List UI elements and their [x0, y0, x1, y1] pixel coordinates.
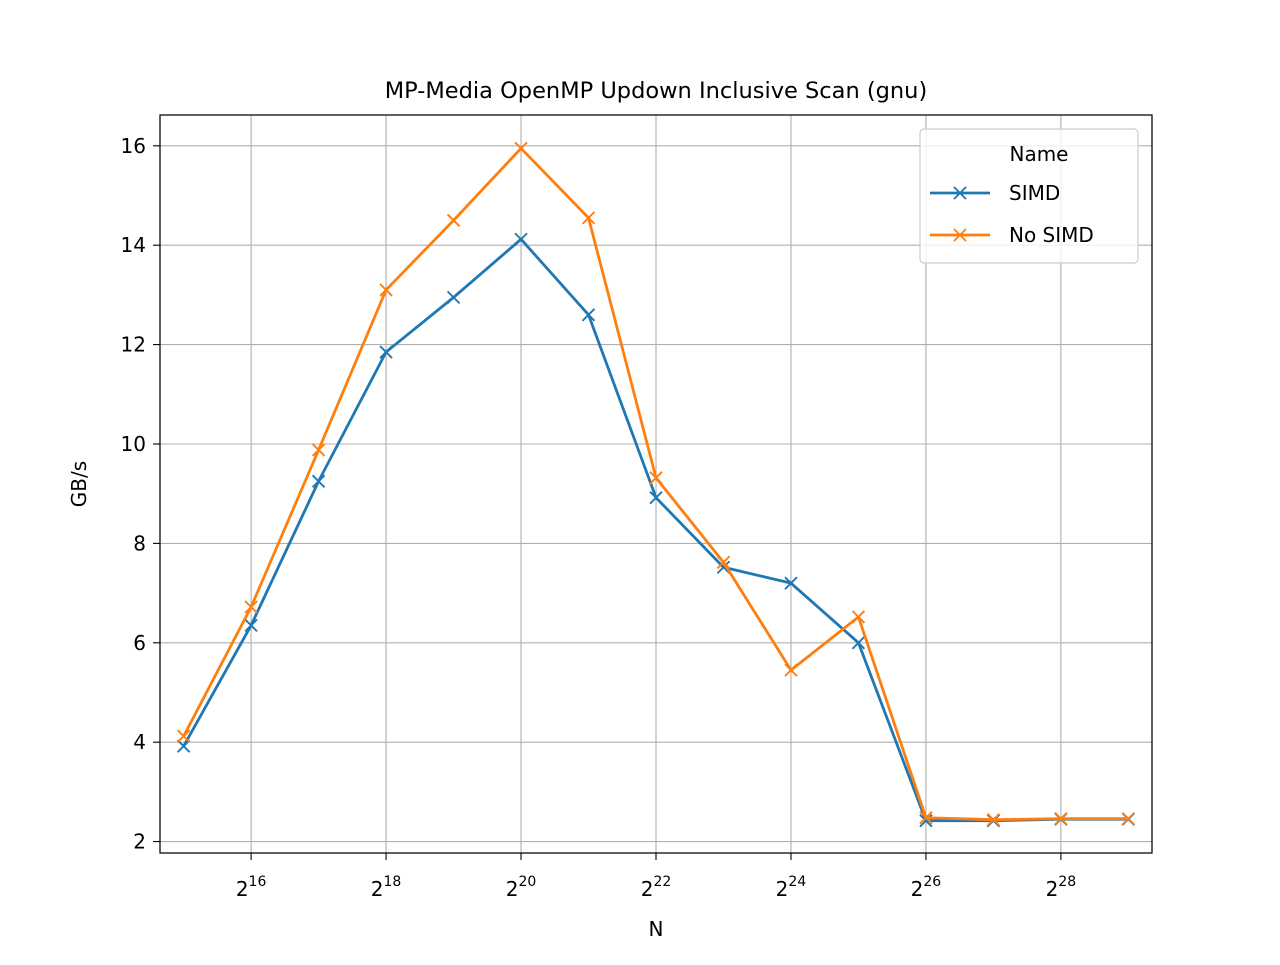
- x-tick-label-base: 2: [506, 877, 519, 901]
- x-tick-label: 224: [776, 874, 807, 901]
- data-point-marker: [851, 636, 866, 650]
- data-point-marker: [851, 610, 866, 624]
- legend-marker: [953, 186, 967, 200]
- x-tick-label-exponent: 28: [1058, 874, 1076, 890]
- data-point-marker: [176, 739, 191, 753]
- y-tick-label: 6: [133, 631, 146, 655]
- legend-item: No SIMD: [930, 223, 1094, 247]
- data-point-marker: [649, 471, 663, 485]
- x-tick-label-exponent: 26: [923, 874, 941, 890]
- x-axis-ticks: 216 218 220 222 224 226 228: [236, 853, 1076, 901]
- data-point-marker: [784, 576, 798, 590]
- x-tick-label-base: 2: [236, 877, 249, 901]
- data-point-marker: [919, 811, 933, 825]
- y-tick-label: 14: [121, 233, 146, 257]
- data-point-marker: [311, 474, 326, 488]
- legend-item: SIMD: [930, 181, 1060, 205]
- y-tick-label: 4: [133, 730, 146, 754]
- x-tick-label: 226: [911, 874, 942, 901]
- data-point-marker: [581, 211, 596, 225]
- x-tick-label-base: 2: [911, 877, 924, 901]
- x-tick-label-base: 2: [1046, 877, 1059, 901]
- data-point-marker: [244, 600, 258, 614]
- data-point-marker: [581, 308, 596, 322]
- x-tick-label-exponent: 16: [249, 874, 267, 890]
- x-tick-label-exponent: 20: [518, 874, 536, 890]
- data-point-marker: [784, 663, 798, 677]
- data-point-marker: [379, 345, 393, 359]
- y-tick-label: 10: [121, 432, 146, 456]
- legend-marker: [953, 228, 967, 242]
- x-tick-label: 218: [371, 874, 402, 901]
- data-point-marker: [379, 283, 393, 297]
- data-point-marker: [1054, 812, 1068, 826]
- data-point-marker: [176, 729, 191, 743]
- x-tick-label: 216: [236, 874, 267, 901]
- legend-label: No SIMD: [1009, 223, 1094, 247]
- legend-title: Name: [1009, 142, 1068, 166]
- data-point-marker: [446, 213, 461, 228]
- series-layer: [176, 141, 1136, 828]
- legend: Name SIMD No SIMD: [919, 128, 1139, 264]
- data-point-marker: [514, 141, 528, 155]
- y-axis-ticks: 2 4 6 8 10 12 14 16: [121, 134, 160, 854]
- x-tick-label: 222: [641, 874, 672, 901]
- x-tick-label: 220: [506, 874, 537, 901]
- data-point-marker: [514, 232, 528, 246]
- data-point-marker: [244, 618, 258, 633]
- data-point-marker: [1121, 812, 1136, 826]
- y-axis-label: GB/s: [67, 461, 91, 507]
- x-tick-label-exponent: 24: [788, 874, 806, 890]
- legend-box: [919, 128, 1139, 264]
- legend-label: SIMD: [1009, 181, 1060, 205]
- series-no-simd: [176, 141, 1136, 827]
- data-point-marker: [716, 555, 731, 569]
- data-point-marker: [311, 443, 326, 457]
- x-tick-label-base: 2: [641, 877, 654, 901]
- y-tick-label: 2: [133, 830, 146, 854]
- x-tick-label-base: 2: [371, 877, 384, 901]
- x-tick-label: 228: [1046, 874, 1077, 901]
- data-point-marker: [446, 290, 461, 305]
- x-tick-label-base: 2: [776, 877, 789, 901]
- x-tick-label-exponent: 22: [653, 874, 671, 890]
- x-tick-label-exponent: 18: [384, 874, 402, 890]
- y-tick-label: 8: [133, 531, 146, 555]
- y-tick-label: 12: [121, 333, 146, 357]
- chart-title: MP-Media OpenMP Updown Inclusive Scan (g…: [385, 78, 927, 104]
- data-point-marker: [649, 490, 663, 505]
- x-axis-label: N: [649, 917, 664, 941]
- y-tick-label: 16: [121, 134, 146, 158]
- data-point-marker: [986, 813, 1001, 827]
